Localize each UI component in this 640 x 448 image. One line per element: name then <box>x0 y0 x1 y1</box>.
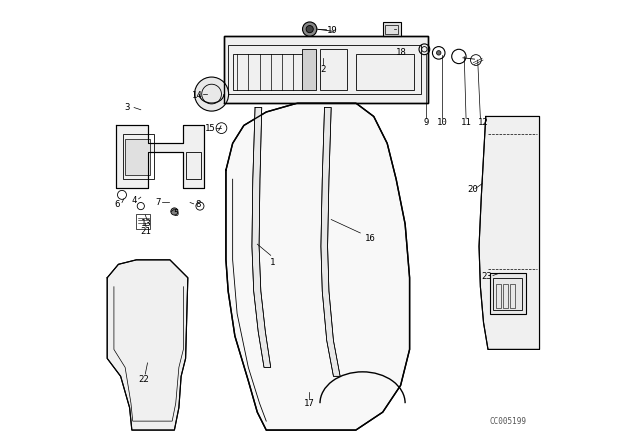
Bar <box>385 25 398 34</box>
Text: 16: 16 <box>365 234 376 243</box>
Text: 1: 1 <box>270 258 276 267</box>
Bar <box>233 54 308 90</box>
Bar <box>136 214 150 229</box>
Text: 14: 14 <box>191 91 202 100</box>
Text: 20: 20 <box>467 185 477 194</box>
Bar <box>186 152 202 179</box>
Text: 11: 11 <box>461 118 472 127</box>
Circle shape <box>303 22 317 36</box>
Circle shape <box>436 51 441 55</box>
Circle shape <box>195 77 228 111</box>
Text: 21: 21 <box>141 227 152 236</box>
Polygon shape <box>321 108 340 376</box>
Bar <box>493 278 522 310</box>
Bar <box>320 49 347 90</box>
Circle shape <box>171 208 178 215</box>
Polygon shape <box>108 260 188 430</box>
Bar <box>383 22 401 36</box>
Text: 10: 10 <box>437 118 447 127</box>
Text: 12: 12 <box>477 118 488 127</box>
Text: 5: 5 <box>173 209 179 218</box>
Text: 22: 22 <box>139 375 149 384</box>
Text: 13: 13 <box>141 219 152 228</box>
Bar <box>228 45 421 94</box>
Text: 3: 3 <box>125 103 130 112</box>
Text: 18: 18 <box>396 48 407 57</box>
Text: 17: 17 <box>304 399 315 408</box>
Polygon shape <box>479 116 540 349</box>
Text: 23: 23 <box>482 272 492 281</box>
Text: 4: 4 <box>131 196 137 205</box>
Bar <box>356 54 414 90</box>
Text: 2: 2 <box>321 65 326 74</box>
Bar <box>490 273 526 314</box>
Polygon shape <box>252 108 271 367</box>
Bar <box>125 139 150 175</box>
Bar <box>302 49 316 90</box>
Text: 15: 15 <box>205 124 216 133</box>
Polygon shape <box>224 36 428 103</box>
Polygon shape <box>116 125 204 188</box>
Text: 9: 9 <box>424 118 429 127</box>
Bar <box>123 134 154 179</box>
Bar <box>503 284 508 308</box>
Bar <box>511 284 515 308</box>
Bar <box>496 284 500 308</box>
Polygon shape <box>226 103 410 430</box>
Text: 8: 8 <box>195 200 201 209</box>
Circle shape <box>306 26 314 33</box>
Text: CC005199: CC005199 <box>490 417 527 426</box>
Text: 19: 19 <box>327 26 338 35</box>
Text: 6: 6 <box>115 200 120 209</box>
Text: 7: 7 <box>155 198 161 207</box>
